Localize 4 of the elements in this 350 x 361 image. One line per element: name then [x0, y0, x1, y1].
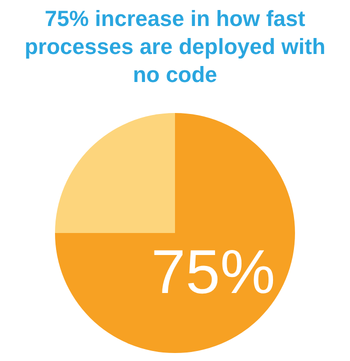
data-label: 75% — [151, 238, 276, 308]
chart-title: 75% increase in how fast processes are deployed with no code — [24, 6, 326, 87]
pie-slice — [55, 113, 295, 353]
pie-slice — [55, 113, 175, 233]
